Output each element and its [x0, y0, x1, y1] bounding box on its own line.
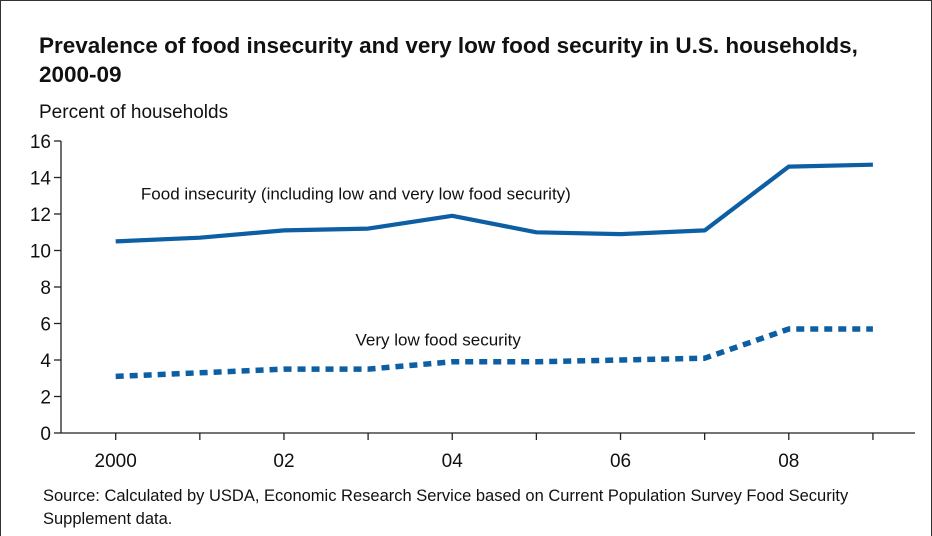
x-tick-label: 06 — [610, 451, 631, 472]
y-tick-label: 16 — [30, 132, 51, 153]
chart-title: Prevalence of food insecurity and very l… — [39, 33, 858, 87]
series-label-1: Food insecurity (including low and very … — [141, 184, 571, 203]
y-tick-label: 10 — [30, 242, 51, 263]
y-tick-label: 0 — [40, 424, 51, 445]
series-line-1 — [115, 162, 873, 244]
y-axis-label: Percent of households — [39, 102, 229, 123]
y-tick-label: 8 — [40, 278, 51, 299]
x-tick-label: 2000 — [95, 451, 137, 472]
x-tick-label: 08 — [778, 451, 799, 472]
series-label-2: Very low food security — [355, 330, 521, 349]
x-tick-label: 02 — [273, 451, 294, 472]
y-tick-label: 14 — [30, 169, 52, 190]
y-tick-label: 6 — [40, 315, 51, 336]
source-note: Source: Calculated by USDA, Economic Res… — [43, 487, 849, 528]
y-tick-label: 4 — [40, 351, 51, 372]
x-tick-label: 04 — [442, 451, 464, 472]
y-tick-label: 2 — [40, 388, 51, 409]
y-tick-label: 12 — [30, 205, 51, 226]
series-line-2 — [115, 326, 873, 380]
